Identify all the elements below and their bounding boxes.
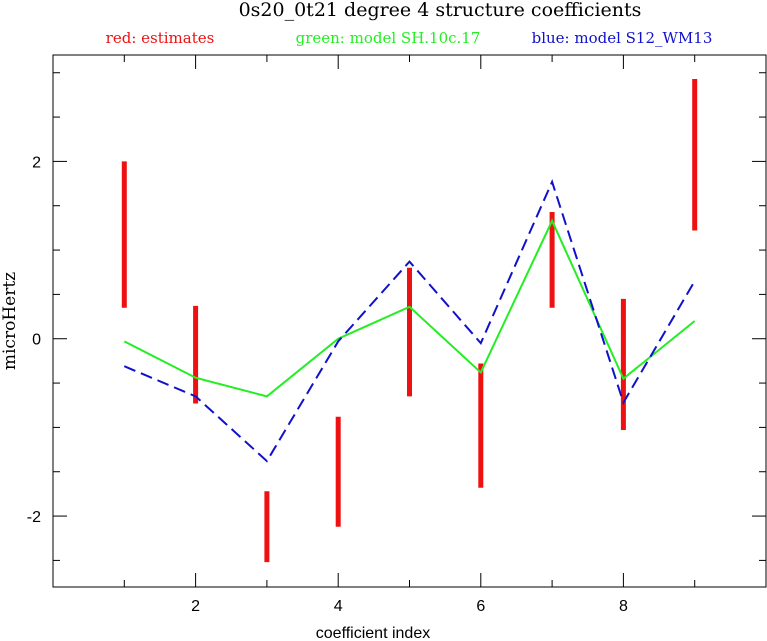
legend-model-blue: blue: model S12_WM13 — [532, 29, 713, 47]
x-tick-label: 2 — [191, 598, 200, 615]
y-axis-label: microHertz — [0, 272, 20, 370]
legend-model-green: green: model SH.10c.17 — [296, 29, 481, 47]
x-tick-label: 8 — [619, 598, 628, 615]
legend-estimates: red: estimates — [106, 29, 215, 47]
estimate-bars — [121, 78, 698, 563]
y-tick-label: 0 — [32, 332, 41, 349]
axis-ticks — [53, 55, 766, 587]
axis-tick-labels: 2 4 6 8 -2 0 2 — [27, 154, 628, 615]
x-axis-label: coefficient index — [316, 625, 430, 641]
chart-title: 0s20_0t21 degree 4 structure coefficient… — [239, 0, 642, 21]
x-tick-label: 6 — [476, 598, 485, 615]
model-lines — [123, 178, 696, 463]
y-tick-label: -2 — [27, 509, 41, 526]
y-tick-label: 2 — [32, 154, 41, 171]
x-tick-label: 4 — [334, 598, 343, 615]
model-line-blue — [123, 178, 696, 463]
